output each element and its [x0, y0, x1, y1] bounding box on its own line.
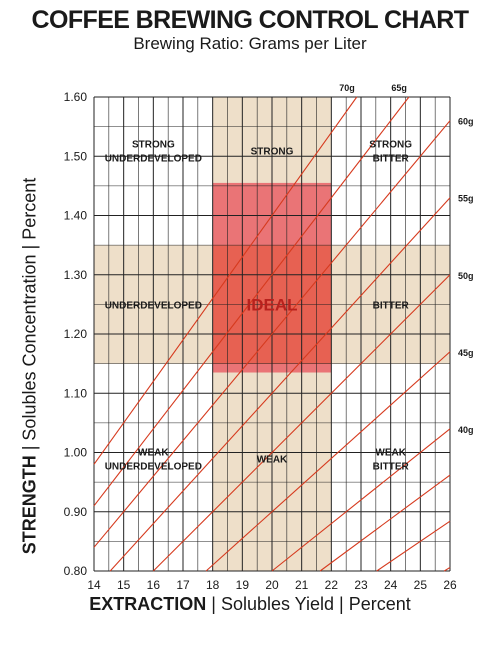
x-tick-label: 17: [176, 578, 190, 592]
x-tick-label: 18: [206, 578, 220, 592]
x-tick-label: 22: [325, 578, 339, 592]
x-tick-label: 16: [147, 578, 161, 592]
y-tick-label: 1.20: [64, 327, 88, 341]
x-axis-label-bold: EXTRACTION: [89, 594, 207, 614]
zone-label: BITTER: [373, 461, 410, 472]
y-tick-label: 0.80: [64, 564, 88, 578]
zone-label: BITTER: [373, 300, 410, 311]
ratio-line: [205, 351, 451, 572]
zone-label: WEAK: [375, 447, 406, 458]
y-tick-label: 1.60: [64, 90, 88, 104]
x-tick-label: 19: [236, 578, 250, 592]
y-tick-label: 1.00: [64, 446, 88, 460]
zone-label: STRONG: [251, 146, 294, 157]
ratio-line: [271, 428, 451, 572]
y-tick-label: 1.40: [64, 209, 88, 223]
ratio-line: [93, 96, 358, 465]
zone-label: BITTER: [373, 153, 410, 164]
x-tick-label: 20: [265, 578, 279, 592]
zone-label: STRONG: [369, 139, 412, 150]
ratio-line: [319, 474, 451, 572]
ratio-line: [152, 274, 451, 572]
ratio-label: 50g: [458, 271, 474, 281]
x-tick-label: 23: [354, 578, 368, 592]
y-tick-label: 0.90: [64, 505, 88, 519]
ratio-line: [93, 120, 451, 548]
x-tick-label: 14: [87, 578, 101, 592]
y-axis-label: STRENGTH | Solubles Concentration | Perc…: [20, 146, 41, 586]
zone-label: WEAK: [138, 447, 169, 458]
x-tick-label: 15: [117, 578, 131, 592]
ratio-label: 55g: [458, 194, 474, 204]
ratio-label: 60g: [458, 117, 474, 127]
ratio-line: [376, 520, 451, 572]
zone-label: UNDERDEVELOPED: [105, 153, 202, 164]
ratio-label: 65g: [391, 83, 407, 93]
y-tick-label: 1.30: [64, 268, 88, 282]
ratio-label: 45g: [458, 348, 474, 358]
chart-title: COFFEE BREWING CONTROL CHART: [31, 6, 469, 34]
ratio-line: [443, 566, 451, 572]
y-axis-label-bold: STRENGTH: [19, 455, 40, 555]
y-axis-label-rest: | Solubles Concentration | Percent: [19, 177, 40, 451]
y-tick-label: 1.10: [64, 386, 88, 400]
x-axis-label-rest: | Solubles Yield | Percent: [211, 594, 411, 614]
ratio-line: [93, 96, 410, 507]
x-tick-label: 24: [384, 578, 398, 592]
x-axis-label: EXTRACTION | Solubles Yield | Percent: [0, 594, 500, 615]
x-tick-label: 26: [443, 578, 457, 592]
ratio-label: 70g: [339, 83, 355, 93]
ratio-label: 40g: [458, 425, 474, 435]
zone-label: UNDERDEVELOPED: [105, 461, 202, 472]
zone-label: UNDERDEVELOPED: [105, 300, 202, 311]
y-tick-label: 1.50: [64, 149, 88, 163]
zone-label: STRONG: [132, 139, 175, 150]
x-tick-label: 25: [414, 578, 428, 592]
ratio-line: [109, 197, 451, 572]
x-tick-label: 21: [295, 578, 309, 592]
zone-label: WEAK: [257, 454, 288, 465]
zone-label-ideal: IDEAL: [247, 295, 298, 314]
chart-subtitle: Brewing Ratio: Grams per Liter: [133, 34, 367, 53]
